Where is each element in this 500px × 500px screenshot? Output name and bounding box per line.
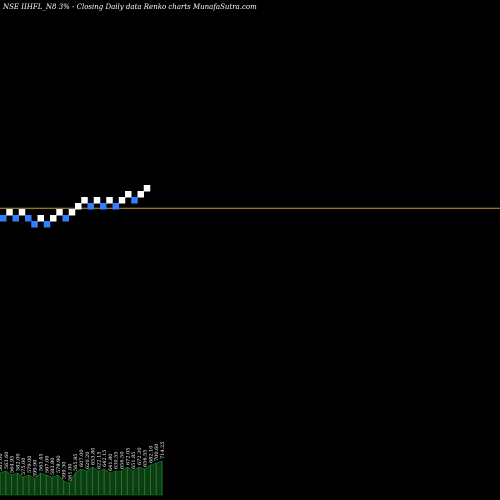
volume-bar [92,467,94,495]
renko-brick-up [18,209,26,216]
volume-value-label: 583.80 [50,458,56,476]
renko-brick-up [137,191,144,198]
renko-brick-down [100,203,107,210]
volume-labels: 561.00 563.60 564.95 582.00 575.00 579.00 599.… [0,442,166,482]
volume-bar [138,467,140,495]
volume-bar [0,473,1,495]
volume-bar [63,481,65,495]
volume-bar [51,477,53,495]
volume-value-label: 714.25 [160,442,166,460]
renko-brick-up [143,185,151,192]
volume-value-label: 599.30 [62,462,68,480]
volume-value-label: 672.30 [137,448,143,466]
volume-value-label: 561.00 [0,454,4,472]
volume-value-label: 700.60 [154,444,160,462]
volume-value-label: 564.95 [10,456,16,474]
volume-bar [149,465,151,495]
volume-bar [161,461,163,495]
volume-value-label: 672.05 [125,448,131,466]
renko-brick-down [0,215,7,222]
renko-brick-down [62,215,69,222]
volume-bar [80,469,82,495]
renko-brick-up [37,215,44,222]
volume-bar [144,469,146,495]
volume-value-label: 682.10 [148,446,154,464]
volume-bar [45,475,47,495]
renko-brick-down [12,215,19,222]
renko-brick-up [118,197,126,204]
volume-area [0,460,163,496]
renko-brick-down [112,203,119,210]
renko-brick-up [75,203,82,210]
volume-value-label: 622.15 [96,452,102,470]
volume-value-label: 620.20 [85,452,91,470]
volume-bar [109,473,111,495]
volume-bar [40,473,41,495]
volume-value-label: 607.00 [79,450,85,468]
volume-bar [57,475,59,495]
chart-title: NSE IIHFL_N8 3% - Closing Daily data Ren… [2,3,257,11]
volume-bar [22,477,24,495]
volume-value-label: 565.85 [73,454,79,472]
renko-brick-up [56,209,63,216]
volume-value-label: 656.55 [143,450,149,468]
volume-value-label: 641.80 [108,454,114,472]
volume-bar [74,473,76,495]
renko-brick-down [131,197,138,204]
volume-value-label: 599.90 [33,460,39,478]
renko-brick-up [106,197,113,204]
volume-value-label: 630.55 [114,452,120,470]
renko-brick-down [87,203,94,210]
volume-bar [34,479,36,495]
renko-brick-down [43,221,51,228]
volume-bar [68,483,70,495]
volume-value-label: 575.00 [21,458,27,476]
volume-bar [86,471,88,495]
volume-bar [115,471,117,495]
renko-bricks [0,185,151,228]
volume-value-label: 653.80 [91,448,97,466]
volume-bar [126,467,128,495]
volume-bar [16,473,18,495]
volume-bar [103,469,105,495]
volume-value-label: 578.90 [56,456,62,474]
volume-bar [155,463,157,495]
renko-brick-up [50,215,57,222]
volume-bar [5,471,7,495]
volume-bar [121,471,122,495]
volume-value-label: 579.00 [27,456,33,474]
volume-value-label: 563.60 [4,452,10,470]
volume-bar [97,471,99,495]
volume-value-label: 582.00 [15,454,21,472]
renko-brick-down [25,215,32,222]
volume-value-label: 651.85 [131,452,137,470]
renko-brick-up [6,209,13,216]
renko-brick-down [31,221,38,228]
renko-brick-up [68,209,76,216]
volume-value-label: 567.00 [44,456,50,474]
renko-brick-up [93,197,101,204]
volume-bar [11,475,13,495]
renko-brick-up [81,197,88,204]
volume-bar [28,475,30,495]
volume-bar [132,471,134,495]
volume-value-label: 642.15 [102,450,108,468]
renko-brick-up [125,191,132,198]
volume-value-label: 656.50 [120,452,126,470]
volume-value-label: 561.00 [67,464,73,482]
volume-value-label: 563.45 [39,454,45,472]
